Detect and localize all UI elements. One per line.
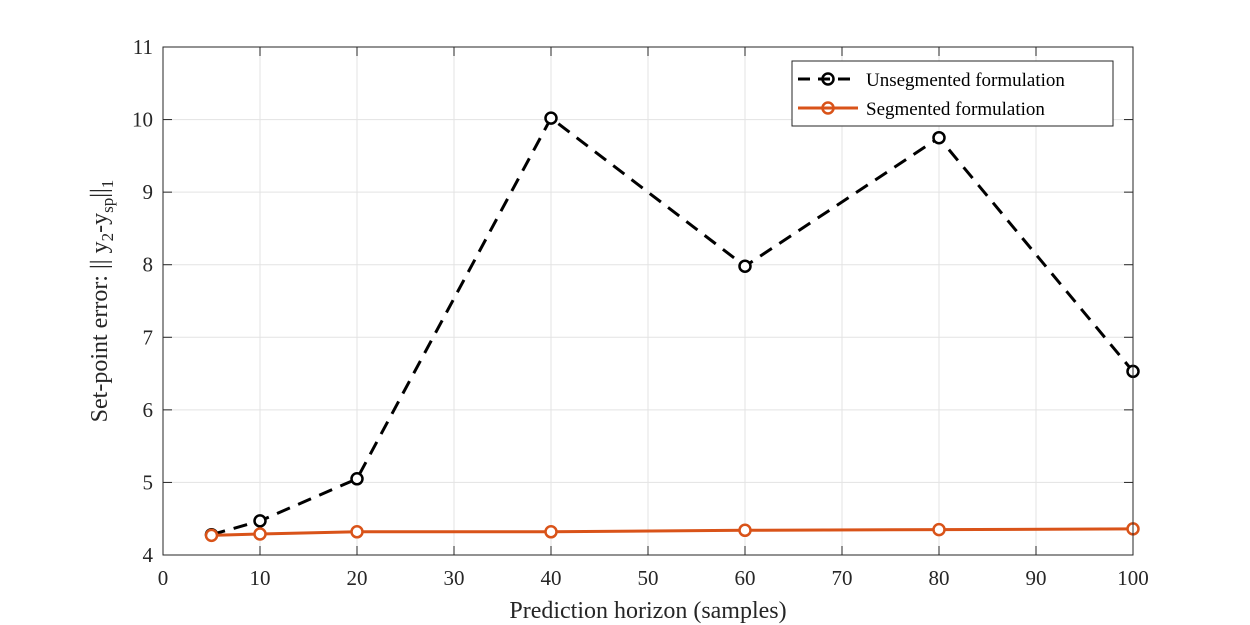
data-point-unsegmented-formulation [253,514,267,528]
y-tick-label: 9 [143,180,154,204]
y-axis-title-sub-2: 2 [98,233,117,242]
plot-frame [162,46,1134,556]
y-axis-title-sub-1: 1 [98,180,117,189]
y-tick-label: 8 [143,253,154,277]
y-tick-label: 5 [143,470,154,494]
y-axis-title-prefix: Set-point error: || y [87,241,113,422]
y-tick-label: 6 [143,398,154,422]
x-tick-label: 100 [1117,566,1149,590]
x-tick-label: 20 [347,566,368,590]
data-point-segmented-formulation [932,522,946,537]
y-axis-title: Set-point error: || y2-ysp||1 [87,180,117,423]
data-point-unsegmented-formulation [932,130,946,145]
data-point-segmented-formulation [204,528,219,543]
x-tick-label: 70 [832,566,853,590]
y-axis-title-sub-sp: sp [98,198,117,213]
legend: Unsegmented formulation Segmented formul… [791,60,1114,127]
x-tick-label: 90 [1026,566,1047,590]
x-axis-title: Prediction horizon (samples) [509,598,786,624]
y-axis-title-bars: || [87,188,113,198]
x-tick-label: 60 [735,566,756,590]
data-point-unsegmented-formulation [350,472,364,486]
data-point-unsegmented-formulation [738,259,752,273]
y-tick-label: 11 [133,35,153,59]
data-point-segmented-formulation [738,523,752,538]
data-point-segmented-formulation [544,525,558,539]
y-tick-label: 10 [132,108,153,132]
y-tick-label: 4 [143,543,154,567]
y-axis-title-mid: -y [87,213,113,233]
legend-box [791,60,1114,127]
data-point-segmented-formulation [350,525,364,539]
x-tick-label: 80 [929,566,950,590]
legend-marker-segmented [821,101,835,115]
data-point-unsegmented-formulation [544,111,558,125]
x-tick-label: 50 [638,566,659,590]
x-axis-ticks: 0 10 20 30 40 50 60 70 80 90 100 [158,47,1149,590]
x-tick-label: 0 [158,566,169,590]
legend-marker-unsegmented [821,72,835,86]
data-point-segmented-formulation [253,527,267,541]
legend-label-segmented: Segmented formulation [866,99,1045,120]
x-tick-label: 10 [250,566,271,590]
x-tick-label: 30 [444,566,465,590]
legend-label-unsegmented: Unsegmented formulation [866,70,1065,91]
y-tick-label: 7 [143,325,154,349]
x-tick-label: 40 [541,566,562,590]
